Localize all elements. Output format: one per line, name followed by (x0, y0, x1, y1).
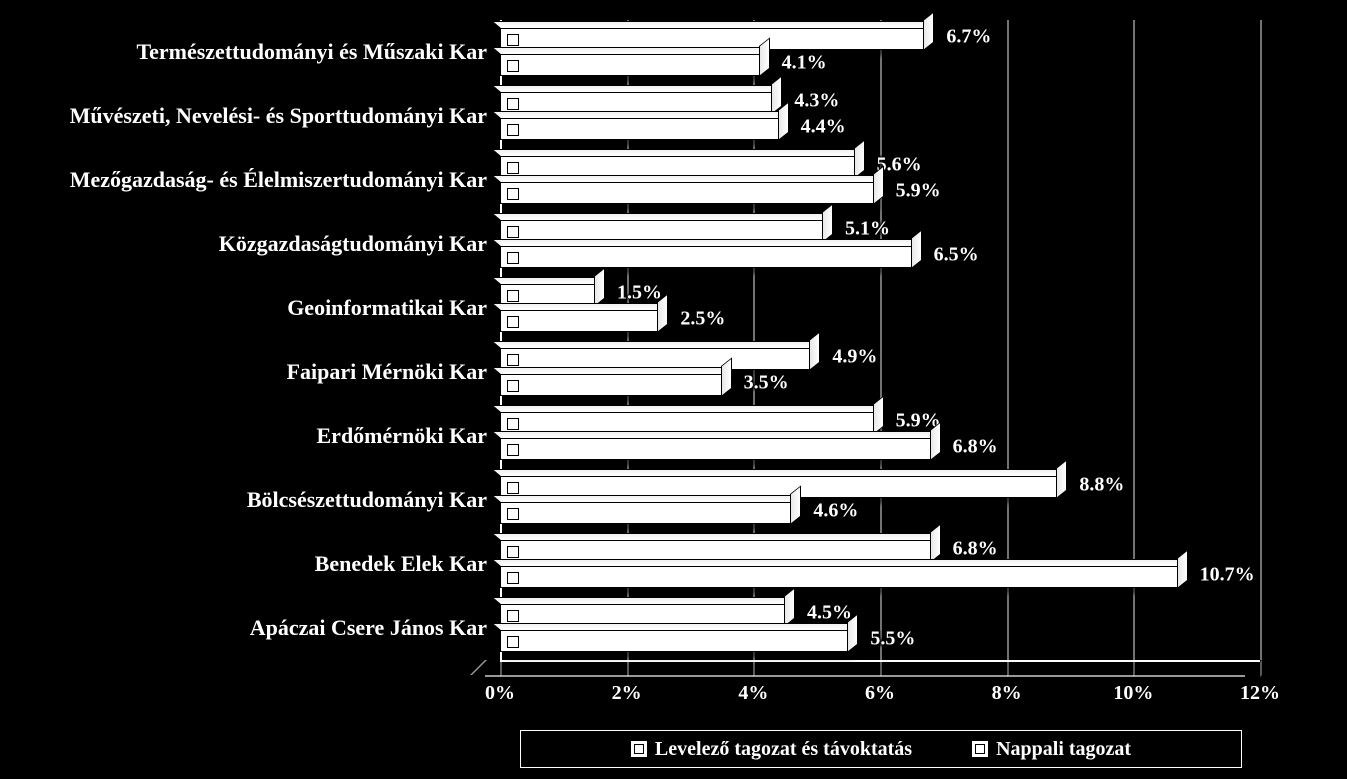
legend-item-nappali: Nappali tagozat (972, 738, 1131, 761)
x-tick-label: 2% (612, 682, 642, 705)
category-label: Művészeti, Nevelési- és Sporttudományi K… (7, 104, 487, 128)
legend-label: Nappali tagozat (996, 738, 1131, 761)
series-marker-icon (507, 188, 519, 200)
bar-nappali (500, 630, 848, 652)
series-marker-icon (507, 380, 519, 392)
category-label: Apáczai Csere János Kar (7, 616, 487, 640)
x-tick-label: 6% (865, 682, 895, 705)
x-axis-line (500, 660, 1260, 662)
series-marker-icon (507, 162, 519, 174)
value-label: 6.5% (934, 244, 979, 267)
bar-nappali (500, 310, 658, 332)
bar-nappali (500, 182, 874, 204)
series-marker-icon (507, 546, 519, 558)
series-marker-icon (507, 226, 519, 238)
bar-nappali (500, 54, 760, 76)
bar-nappali (500, 374, 722, 396)
legend-swatch-icon (972, 741, 988, 757)
series-marker-icon (507, 444, 519, 456)
bar-nappali (500, 246, 912, 268)
category-label: Közgazdaságtudományi Kar (7, 232, 487, 256)
x-tick-label: 12% (1240, 682, 1280, 705)
category-label: Benedek Elek Kar (7, 552, 487, 576)
category-label: Mezőgazdaság- és Élelmiszertudományi Kar (7, 168, 487, 192)
x-tick-label: 8% (992, 682, 1022, 705)
value-label: 5.5% (870, 628, 915, 651)
category-label: Erdőmérnöki Kar (7, 424, 487, 448)
series-marker-icon (507, 60, 519, 72)
series-marker-icon (507, 34, 519, 46)
series-marker-icon (507, 354, 519, 366)
value-label: 2.5% (680, 308, 725, 331)
axis-3d-floor-side (470, 660, 487, 675)
value-label: 1.5% (617, 282, 662, 305)
series-marker-icon (507, 316, 519, 328)
series-marker-icon (507, 508, 519, 520)
value-label: 5.9% (896, 180, 941, 203)
value-label: 4.5% (807, 602, 852, 625)
category-label: Bölcsészettudományi Kar (7, 488, 487, 512)
category-label: Faipari Mérnöki Kar (7, 360, 487, 384)
value-label: 4.3% (794, 90, 839, 113)
axis-3d-floor-front (485, 675, 1245, 677)
series-marker-icon (507, 610, 519, 622)
value-label: 4.6% (813, 500, 858, 523)
value-label: 6.8% (953, 436, 998, 459)
chart-container: Levelező tagozat és távoktatás Nappali t… (0, 0, 1347, 779)
bar-nappali (500, 438, 931, 460)
value-label: 8.8% (1079, 474, 1124, 497)
series-marker-icon (507, 124, 519, 136)
series-marker-icon (507, 418, 519, 430)
series-marker-icon (507, 482, 519, 494)
legend-label: Levelező tagozat és távoktatás (655, 738, 912, 761)
value-label: 10.7% (1200, 564, 1255, 587)
value-label: 3.5% (744, 372, 789, 395)
value-label: 6.7% (946, 26, 991, 49)
value-label: 4.4% (801, 116, 846, 139)
series-marker-icon (507, 572, 519, 584)
value-label: 4.9% (832, 346, 877, 369)
bar-nappali (500, 118, 779, 140)
series-marker-icon (507, 98, 519, 110)
legend-item-levelezo: Levelező tagozat és távoktatás (631, 738, 912, 761)
x-tick-label: 0% (485, 682, 515, 705)
value-label: 5.1% (845, 218, 890, 241)
bar-nappali (500, 502, 791, 524)
legend: Levelező tagozat és távoktatás Nappali t… (520, 730, 1242, 768)
category-label: Geoinformatikai Kar (7, 296, 487, 320)
value-label: 6.8% (953, 538, 998, 561)
legend-swatch-icon (631, 741, 647, 757)
series-marker-icon (507, 290, 519, 302)
series-marker-icon (507, 252, 519, 264)
bar-nappali (500, 566, 1178, 588)
series-marker-icon (507, 636, 519, 648)
x-tick-label: 4% (738, 682, 768, 705)
x-tick-label: 10% (1113, 682, 1153, 705)
value-label: 4.1% (782, 52, 827, 75)
gridline (1260, 20, 1262, 660)
category-label: Természettudományi és Műszaki Kar (7, 40, 487, 64)
